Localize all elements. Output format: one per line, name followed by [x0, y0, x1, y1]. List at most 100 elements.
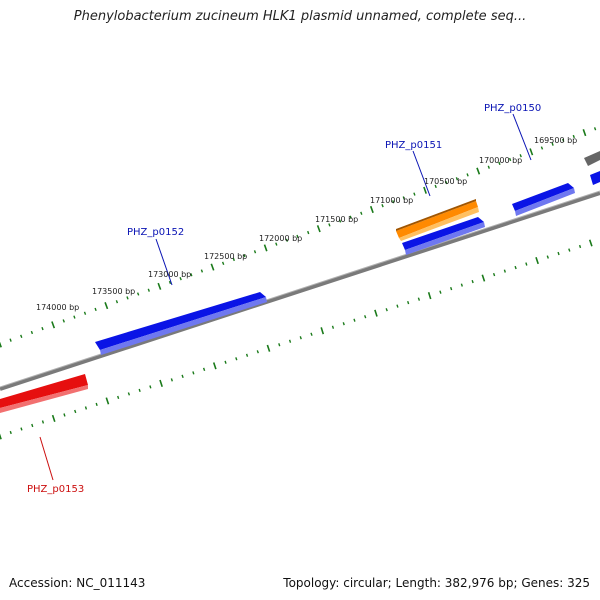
minor-tick	[149, 385, 152, 389]
minor-tick	[232, 257, 235, 262]
minor-tick	[256, 350, 259, 354]
map-title: Phenylobacterium zucineum HLK1 plasmid u…	[73, 9, 527, 24]
major-tick	[316, 225, 321, 233]
minor-tick	[296, 234, 299, 239]
minor-tick	[562, 138, 565, 142]
minor-tick	[508, 157, 512, 162]
minor-tick	[466, 173, 469, 177]
minor-tick	[62, 319, 65, 323]
gene-label[interactable]: PHZ_p0150	[484, 103, 541, 114]
gene-arrow[interactable]	[512, 183, 575, 216]
genome-backbone	[0, 191, 600, 391]
tick-track-inner	[0, 239, 593, 440]
major-tick	[588, 239, 593, 247]
minor-tick	[439, 290, 442, 294]
major-tick	[369, 205, 374, 214]
minor-tick	[402, 196, 405, 200]
minor-tick	[353, 318, 356, 322]
minor-tick	[245, 353, 249, 357]
minor-tick	[434, 184, 437, 189]
accession-text: Accession: NC_011143	[9, 576, 146, 590]
minor-tick	[41, 420, 45, 424]
minor-tick	[278, 343, 281, 347]
minor-tick	[20, 427, 23, 431]
gene-arrow[interactable]	[95, 292, 267, 355]
gene-arrow[interactable]	[402, 217, 485, 255]
minor-tick	[417, 297, 421, 301]
minor-tick	[83, 311, 87, 315]
minor-tick	[73, 315, 76, 319]
minor-tick	[9, 430, 12, 435]
gene-arrow-highlight[interactable]	[396, 199, 479, 241]
major-tick	[423, 186, 427, 194]
gene-label[interactable]: PHZ_p0153	[27, 484, 84, 495]
major-tick	[529, 148, 534, 156]
minor-tick	[74, 409, 77, 414]
minor-tick	[492, 272, 496, 277]
minor-tick	[487, 165, 490, 169]
gene-arrow-reverse[interactable]	[0, 374, 88, 413]
minor-tick	[525, 262, 528, 266]
minor-tick	[235, 357, 238, 361]
minor-tick	[381, 203, 384, 208]
major-tick	[582, 129, 587, 137]
tick-label: 174000 bp	[36, 303, 79, 312]
minor-tick	[546, 255, 549, 259]
minor-tick	[224, 360, 227, 364]
minor-tick	[392, 200, 395, 204]
gene-label[interactable]: PHZ_p0151	[385, 140, 442, 151]
minor-tick	[498, 161, 501, 166]
major-tick	[212, 362, 217, 370]
minor-tick	[41, 326, 44, 331]
gene-arrow[interactable]	[584, 151, 600, 166]
minor-tick	[200, 269, 204, 273]
gene-arrow[interactable]	[590, 171, 600, 185]
minor-tick	[253, 250, 257, 254]
tick-label: 170000 bp	[479, 156, 522, 165]
major-tick	[427, 292, 432, 300]
minor-tick	[307, 230, 310, 235]
minor-tick	[168, 280, 172, 285]
minor-tick	[471, 279, 474, 284]
minor-tick	[360, 211, 363, 215]
major-tick	[0, 433, 2, 440]
tick-track-outer	[0, 127, 597, 348]
major-tick	[51, 414, 56, 423]
minor-tick	[94, 307, 97, 312]
major-tick	[266, 344, 271, 352]
minor-tick	[568, 248, 571, 252]
minor-tick	[9, 338, 12, 342]
minor-tick	[349, 215, 352, 219]
minor-tick	[540, 146, 544, 150]
tick-label: 170500 bp	[424, 177, 467, 186]
minor-tick	[578, 244, 582, 249]
minor-tick	[181, 374, 184, 379]
minor-tick	[202, 367, 206, 372]
genome-summary-text: Topology: circular; Length: 382,976 bp; …	[283, 576, 590, 590]
gene-label-leader	[412, 150, 431, 197]
major-tick	[159, 379, 163, 387]
tick-label: 171000 bp	[370, 196, 413, 205]
minor-tick	[331, 325, 335, 329]
major-tick	[481, 274, 486, 282]
minor-tick	[285, 238, 289, 242]
minor-tick	[275, 242, 278, 246]
major-tick	[0, 341, 2, 348]
minor-tick	[170, 378, 173, 382]
minor-tick	[30, 330, 34, 335]
major-tick	[157, 282, 162, 290]
tick-label: 169500 bp	[534, 136, 577, 145]
tick-label: 173500 bp	[92, 287, 135, 296]
major-tick	[535, 256, 539, 265]
minor-tick	[20, 334, 23, 338]
minor-tick	[557, 251, 560, 256]
tick-label: 173000 bp	[148, 270, 191, 279]
minor-tick	[460, 283, 463, 287]
minor-tick	[63, 413, 66, 417]
minor-tick	[126, 296, 129, 300]
minor-tick	[310, 332, 313, 336]
genome-backbone-highlight	[0, 190, 600, 388]
minor-tick	[136, 292, 140, 296]
gene-label[interactable]: PHZ_p0152	[127, 227, 184, 238]
